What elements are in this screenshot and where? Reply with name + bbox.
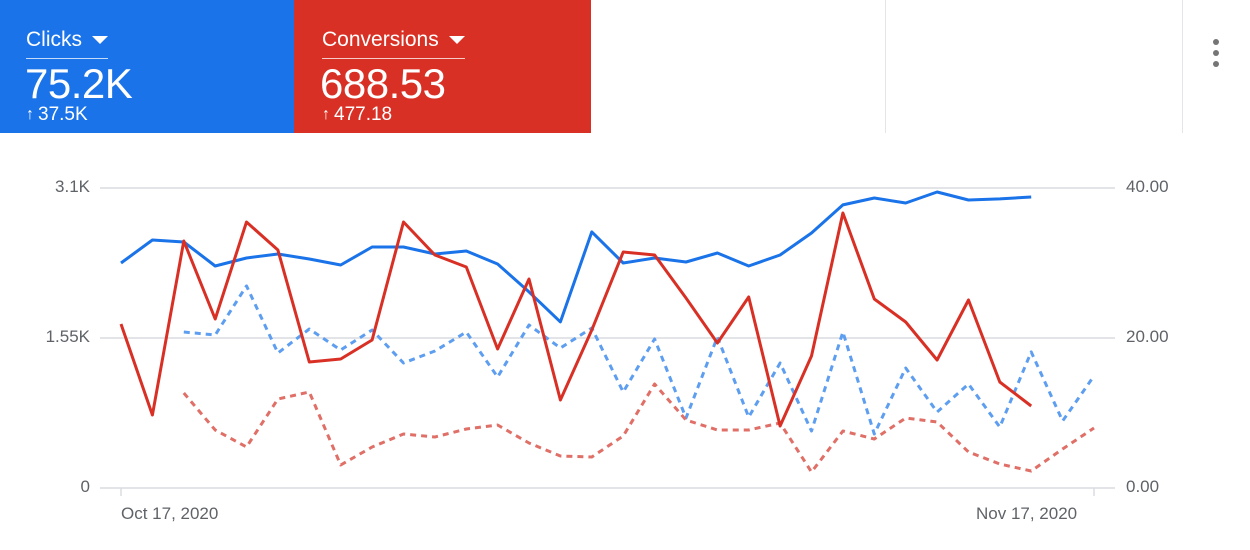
dropdown-caret-icon	[92, 36, 108, 44]
conversions-metric-selector[interactable]: Conversions	[322, 28, 465, 59]
clicks-series-line[interactable]	[120, 190, 1032, 324]
conversions-delta-value: 477.18	[334, 104, 393, 125]
empty-scorecard-slot-3[interactable]	[591, 0, 886, 133]
clicks-delta-value: 37.5K	[38, 104, 88, 125]
arrow-up-icon: ↑	[26, 106, 34, 123]
y-axis-right-tick-mid: 20.00	[1126, 327, 1169, 346]
empty-scorecard-slot-4[interactable]	[886, 0, 1183, 133]
y-axis-left-tick-top: 3.1K	[55, 177, 90, 196]
clicks-previous-period-series-line[interactable]	[183, 284, 1096, 436]
more-options-button[interactable]	[1206, 36, 1226, 70]
performance-line-chart: 3.1K 1.55K 0 40.00 20.00 0.00 Oct 17, 20…	[0, 140, 1250, 550]
clicks-value: 75.2K	[25, 60, 133, 107]
conversions-delta: ↑ 477.18	[322, 104, 392, 126]
conversions-series-line[interactable]	[119, 211, 1033, 428]
scorecard-row: Clicks 75.2K ↑ 37.5K Conversions 688.53 …	[0, 0, 1183, 133]
more-vert-icon-dot	[1213, 61, 1219, 67]
conversions-metric-label: Conversions	[322, 28, 439, 51]
more-vert-icon-dot	[1213, 50, 1219, 56]
chart-plot-area	[100, 187, 1115, 496]
more-vert-icon	[1213, 39, 1219, 45]
conversions-scorecard[interactable]: Conversions 688.53 ↑ 477.18	[294, 0, 591, 133]
clicks-scorecard[interactable]: Clicks 75.2K ↑ 37.5K	[0, 0, 294, 133]
y-axis-left-tick-mid: 1.55K	[45, 327, 90, 346]
conversions-value: 688.53	[320, 60, 446, 107]
x-axis-tick-start: Oct 17, 2020	[121, 504, 219, 523]
clicks-delta: ↑ 37.5K	[26, 104, 88, 126]
arrow-up-icon: ↑	[322, 106, 330, 123]
y-axis-left-tick-zero: 0	[80, 477, 90, 496]
dropdown-caret-icon	[448, 36, 465, 44]
y-axis-right-tick-zero: 0.00	[1126, 477, 1160, 496]
clicks-metric-selector[interactable]: Clicks	[26, 28, 108, 59]
y-axis-right-tick-top: 40.00	[1126, 177, 1169, 196]
clicks-metric-label: Clicks	[26, 28, 82, 51]
x-axis-tick-end: Nov 17, 2020	[976, 504, 1078, 523]
conversions-previous-period-series-line[interactable]	[182, 382, 1095, 474]
